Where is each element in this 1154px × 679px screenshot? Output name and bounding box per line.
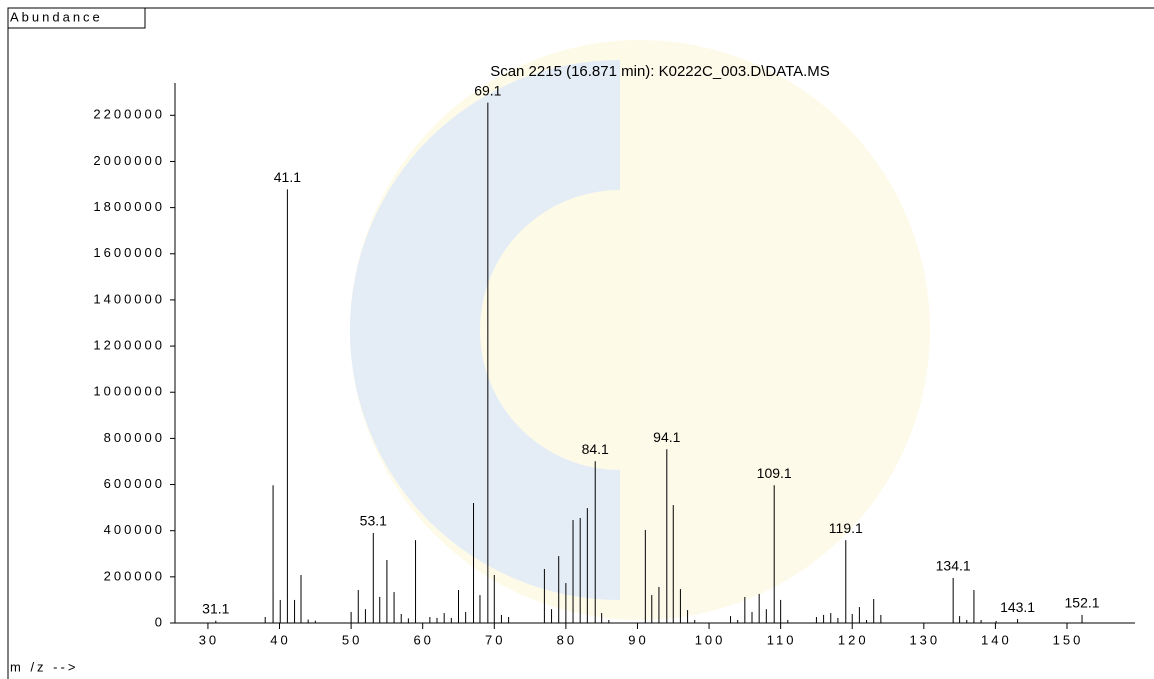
peak-label: 143.1: [1000, 599, 1035, 615]
peak-label: 134.1: [936, 558, 971, 574]
peak-label: 152.1: [1065, 595, 1100, 611]
x-tick-label: 70: [485, 632, 505, 647]
y-tick-label: 800000: [104, 430, 165, 445]
x-tick-label: 130: [909, 632, 940, 647]
y-label-box: [7, 7, 146, 29]
x-tick-label: 60: [413, 632, 433, 647]
x-tick-label: 110: [767, 632, 797, 647]
chart-title: Scan 2215 (16.871 min): K0222C_003.D\DAT…: [490, 63, 830, 80]
peak-label: 119.1: [829, 520, 863, 536]
x-tick-label: 100: [695, 632, 726, 647]
x-tick-label: 80: [557, 632, 577, 647]
y-tick-label: 0: [155, 614, 165, 629]
y-tick-label: 200000: [104, 568, 165, 583]
peak-label: 109.1: [757, 465, 792, 481]
y-tick-label: 1800000: [93, 199, 165, 214]
peak-label: 41.1: [274, 169, 301, 185]
peak-label: 53.1: [360, 513, 387, 529]
x-tick-label: 140: [981, 632, 1012, 647]
peak-label: 69.1: [474, 82, 501, 98]
x-tick-label: 120: [838, 632, 869, 647]
peak-label: 84.1: [582, 441, 609, 457]
x-tick-label: 90: [628, 632, 648, 647]
y-tick-label: 600000: [104, 476, 165, 491]
y-tick-label: 1400000: [93, 291, 165, 306]
y-tick-label: 2000000: [93, 153, 165, 168]
y-tick-label: 1600000: [93, 245, 165, 260]
y-tick-label: 2200000: [93, 107, 165, 122]
y-tick-label: 1000000: [93, 384, 165, 399]
peak-label: 31.1: [202, 600, 229, 616]
y-tick-label: 1200000: [93, 338, 165, 353]
x-axis-label: m /z -->: [10, 659, 78, 674]
peak-label: 94.1: [653, 429, 680, 445]
x-tick-label: 50: [342, 632, 362, 647]
x-tick-label: 30: [199, 632, 219, 647]
x-tick-label: 150: [1053, 632, 1084, 647]
y-axis-label: Abundance: [10, 9, 103, 24]
x-tick-label: 40: [270, 632, 290, 647]
y-tick-label: 400000: [104, 522, 165, 537]
watermark: [349, 40, 930, 620]
